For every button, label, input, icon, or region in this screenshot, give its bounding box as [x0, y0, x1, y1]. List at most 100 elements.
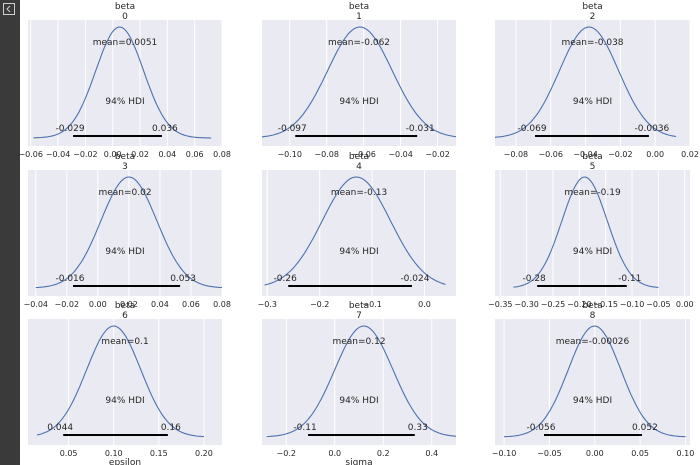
panel-background: [495, 170, 690, 296]
panel-title-index: 8: [590, 311, 596, 321]
panel-title-param: beta: [115, 2, 135, 12]
hdi-high-label: 0.33: [408, 423, 428, 433]
x-tick-label: 0.0: [328, 449, 341, 458]
x-tick-label: −0.10: [620, 300, 645, 309]
x-tick-label: 0.00: [586, 449, 604, 458]
x-axis-label: epsilon: [109, 458, 141, 465]
x-tick-label: −0.06: [18, 150, 43, 159]
hdi-label: 94% HDI: [105, 247, 144, 257]
hdi-label: 94% HDI: [573, 97, 612, 107]
hdi-high-label: 0.053: [170, 274, 196, 284]
density-curve: [494, 26, 677, 138]
x-tick-label: −0.04: [46, 150, 71, 159]
x-tick-label: 0.02: [681, 150, 699, 159]
x-tick-label: −0.05: [537, 449, 562, 458]
x-tick-label: −0.20: [567, 300, 592, 309]
x-tick-label: 0.02: [120, 300, 138, 309]
x-tick-label: 0.04: [158, 150, 176, 159]
hdi-label: 94% HDI: [339, 396, 378, 406]
x-tick-label: −0.3: [258, 300, 277, 309]
panel-beta-3: [28, 170, 223, 296]
panel-title-index: 7: [356, 311, 362, 321]
hdi-low-label: 0.044: [47, 423, 73, 433]
x-tick-label: 0.06: [182, 300, 200, 309]
panel-title-param: beta: [582, 2, 602, 12]
x-tick-label: 0.2: [377, 449, 390, 458]
panel-beta-0: [28, 20, 223, 146]
x-tick-label: 0.04: [151, 300, 169, 309]
hdi-low-label: -0.097: [278, 124, 307, 134]
panel-title-index: 1: [356, 12, 362, 22]
panel-title-index: 5: [590, 162, 596, 172]
hdi-high-label: -0.031: [406, 124, 435, 134]
hdi-low-label: -0.069: [518, 124, 547, 134]
x-tick-label: 0.15: [150, 449, 168, 458]
x-tick-label: 0.08: [213, 300, 231, 309]
panel-background: [28, 20, 222, 146]
x-tick-label: 0.06: [186, 150, 204, 159]
mean-label: mean=0.1: [101, 337, 148, 347]
hdi-low-label: -0.28: [523, 274, 547, 284]
mean-label: mean=0.0051: [93, 38, 158, 48]
x-tick-label: −0.35: [488, 300, 513, 309]
hdi-high-label: -0.11: [618, 274, 641, 284]
x-tick-label: 0.05: [631, 449, 649, 458]
panel-beta-2: [494, 20, 691, 146]
panel-title-param: beta: [582, 152, 602, 162]
hdi-label: 94% HDI: [105, 97, 144, 107]
hdi-high-label: 0.16: [161, 423, 181, 433]
collapse-panel-icon[interactable]: [3, 3, 15, 15]
mean-label: mean=-0.19: [564, 188, 621, 198]
density-curve: [264, 176, 446, 286]
hdi-low-label: -0.016: [56, 274, 85, 284]
panel-background: [495, 319, 690, 445]
mean-label: mean=0.12: [332, 337, 385, 347]
hdi-label: 94% HDI: [573, 396, 612, 406]
panel-title-param: beta: [349, 301, 369, 311]
x-tick-label: −0.08: [504, 150, 529, 159]
side-panel: [0, 0, 20, 465]
mean-label: mean=-0.038: [561, 38, 623, 48]
density-curve: [266, 325, 457, 438]
mean-label: mean=-0.13: [331, 188, 387, 198]
x-tick-label: 0.00: [89, 300, 107, 309]
panel-title-index: 6: [122, 311, 128, 321]
x-tick-label: −0.05: [646, 300, 671, 309]
x-tick-label: −0.02: [55, 300, 80, 309]
x-tick-label: −0.04: [24, 300, 49, 309]
x-tick-label: 0.00: [646, 150, 664, 159]
x-tick-label: 0.10: [105, 449, 123, 458]
panel-title-param: beta: [115, 301, 135, 311]
mean-label: mean=-0.00026: [556, 337, 630, 347]
x-tick-label: 0.05: [60, 449, 78, 458]
x-tick-label: 0.0: [418, 300, 431, 309]
x-tick-label: −0.10: [492, 449, 517, 458]
mean-label: mean=0.02: [98, 188, 151, 198]
x-tick-label: −0.2: [277, 449, 296, 458]
x-tick-label: −0.04: [573, 150, 598, 159]
x-tick-label: 0.02: [131, 150, 149, 159]
hdi-low-label: -0.11: [293, 423, 316, 433]
hdi-high-label: -0.024: [400, 274, 429, 284]
panel-beta-6: [28, 319, 222, 445]
panel-beta-4: [262, 170, 456, 296]
x-tick-label: −0.2: [310, 300, 329, 309]
panel-background: [28, 170, 222, 296]
panel-title-param: beta: [115, 152, 135, 162]
panel-background: [262, 170, 456, 296]
density-curve: [36, 325, 205, 438]
panel-title-index: 2: [590, 12, 596, 22]
panel-title-index: 4: [356, 162, 362, 172]
hdi-label: 94% HDI: [339, 247, 378, 257]
x-tick-label: −0.02: [608, 150, 633, 159]
hdi-high-label: 0.052: [632, 423, 658, 433]
panel-title-index: 0: [122, 12, 128, 22]
panel-beta-5: [495, 170, 690, 296]
density-curve: [513, 176, 659, 288]
panel-title-param: beta: [349, 2, 369, 12]
panel-title-param: beta: [582, 301, 602, 311]
density-curve: [35, 176, 223, 289]
x-tick-label: 0.08: [213, 150, 231, 159]
x-tick-label: 0.4: [425, 449, 438, 458]
